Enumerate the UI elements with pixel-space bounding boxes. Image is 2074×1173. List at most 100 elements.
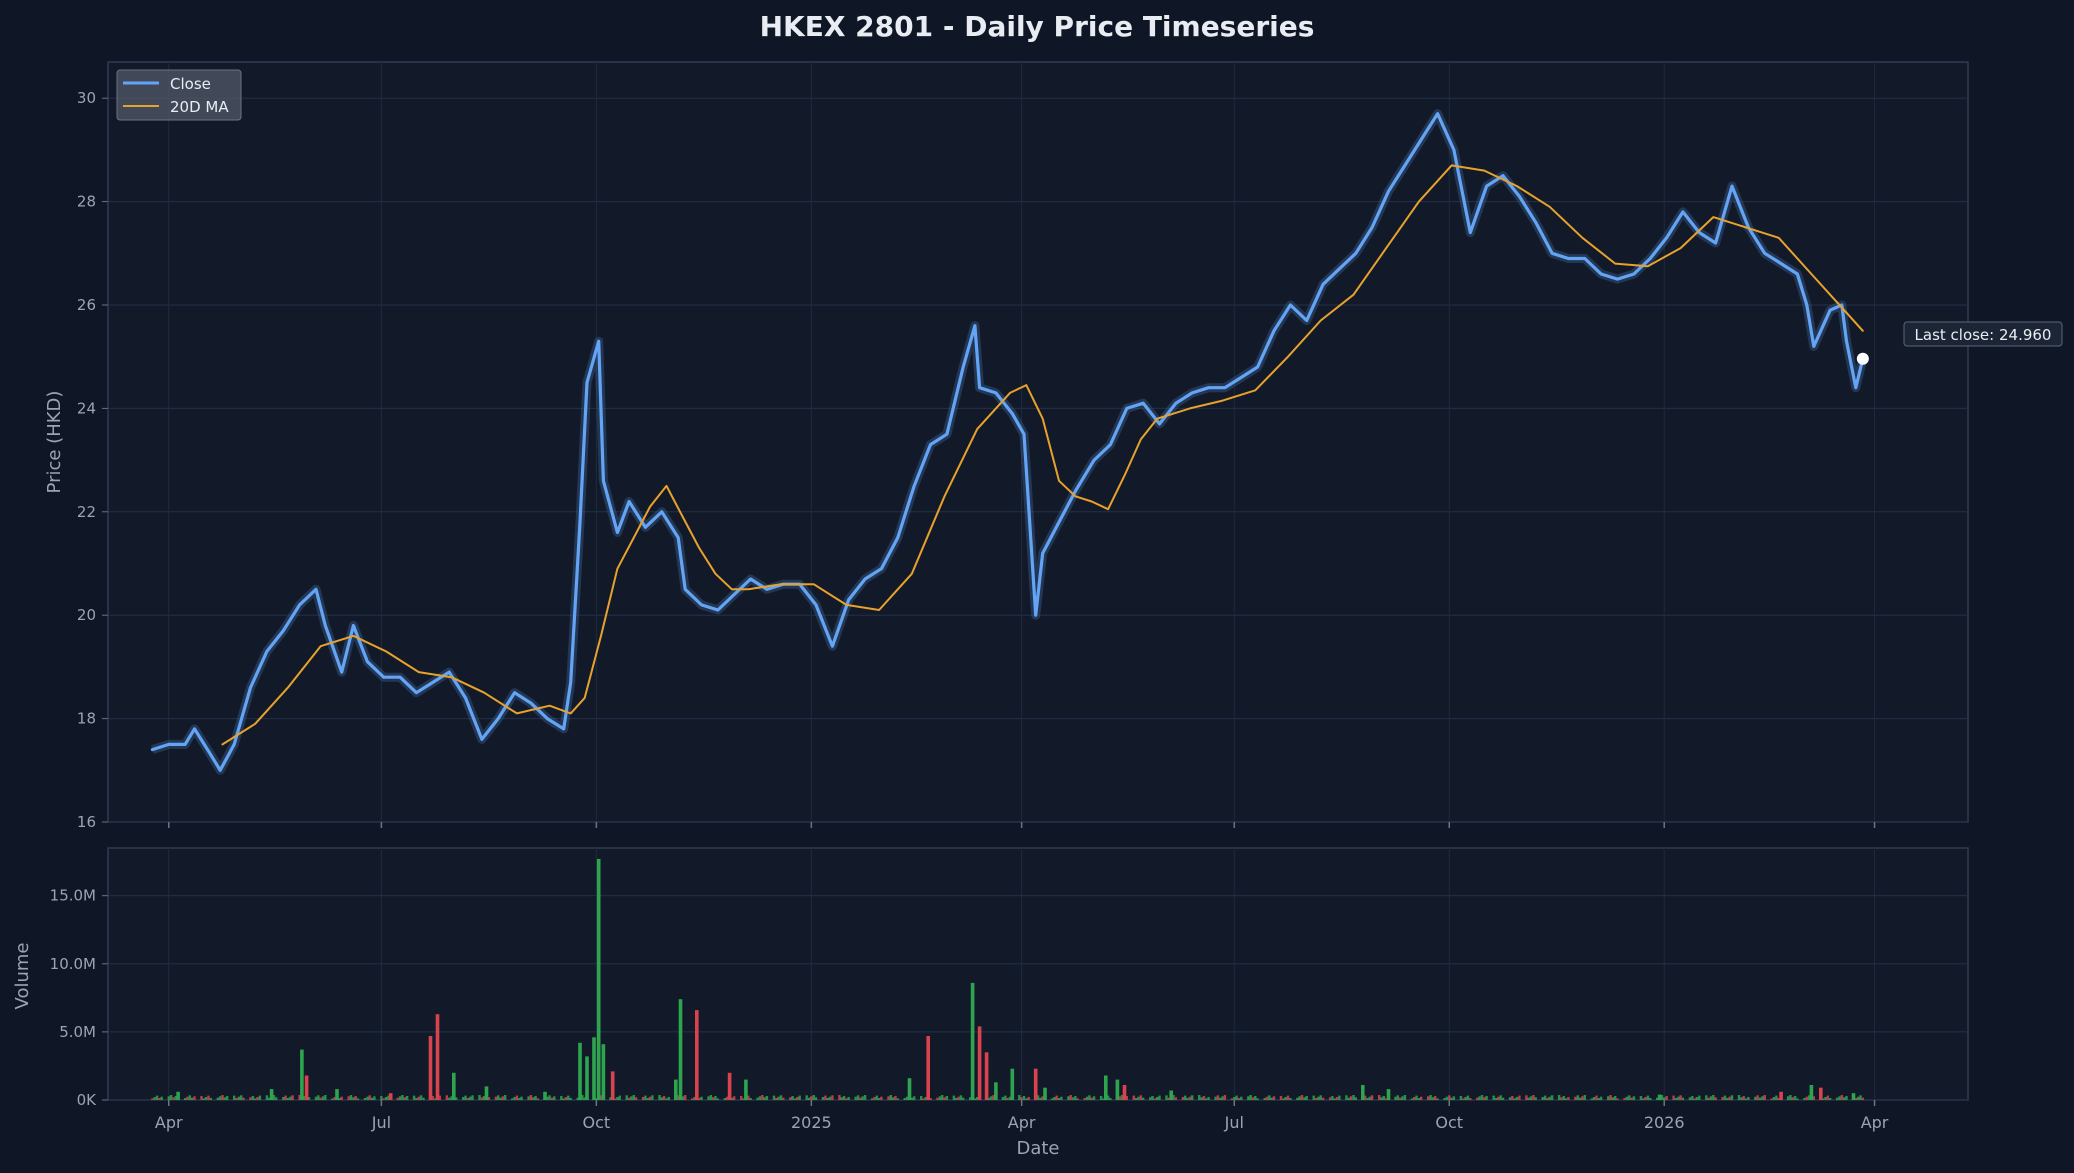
volume-bar bbox=[487, 1097, 491, 1100]
volume-bar bbox=[943, 1097, 946, 1100]
volume-bar bbox=[373, 1096, 376, 1100]
volume-bar bbox=[307, 1097, 311, 1100]
price-series-group bbox=[150, 109, 1869, 775]
volume-bar bbox=[984, 1052, 989, 1100]
volume-bar bbox=[1272, 1096, 1276, 1100]
volume-bar bbox=[340, 1096, 343, 1100]
volume-bar bbox=[1118, 1096, 1121, 1100]
volume-bar bbox=[962, 1097, 965, 1100]
volume-x-ticks: Apr Jul Oct 2025 Apr Jul Oct 2026 Apr bbox=[155, 1100, 1889, 1132]
volume-bar bbox=[1347, 1097, 1350, 1100]
volume-bar bbox=[1240, 1096, 1243, 1100]
volume-bar bbox=[599, 1095, 603, 1100]
volume-bar bbox=[749, 1098, 752, 1100]
volume-bar bbox=[1609, 1095, 1612, 1100]
volume-bar bbox=[256, 1097, 259, 1100]
volume-bar bbox=[1235, 1095, 1238, 1100]
volume-bar bbox=[200, 1096, 203, 1100]
volume-bar bbox=[1464, 1097, 1467, 1100]
volume-bar bbox=[1420, 1096, 1423, 1100]
volume-bar bbox=[289, 1096, 292, 1100]
last-close-marker bbox=[1856, 352, 1869, 365]
volume-bar bbox=[1480, 1095, 1484, 1100]
volume-bar bbox=[660, 1097, 663, 1100]
volume-y-tick-label: 15.0M bbox=[50, 887, 96, 905]
volume-bar bbox=[1758, 1097, 1762, 1100]
volume-bar bbox=[1674, 1098, 1678, 1100]
volume-bar bbox=[824, 1095, 827, 1100]
volume-bar bbox=[1345, 1095, 1348, 1100]
volume-bar bbox=[1137, 1096, 1140, 1100]
volume-bar bbox=[894, 1096, 897, 1100]
price-y-tick-label: 18 bbox=[77, 710, 96, 728]
volume-bar bbox=[1305, 1096, 1308, 1100]
volume-bar bbox=[469, 1096, 472, 1100]
volume-bar bbox=[1263, 1098, 1266, 1100]
volume-bar bbox=[532, 1097, 535, 1100]
volume-bar bbox=[723, 1098, 727, 1100]
volume-bar bbox=[1115, 1079, 1120, 1100]
volume-bar bbox=[1812, 1096, 1815, 1100]
volume-bar bbox=[1413, 1097, 1416, 1100]
volume-bar bbox=[630, 1096, 633, 1100]
volume-bar bbox=[714, 1096, 717, 1100]
volume-bar bbox=[772, 1095, 776, 1100]
volume-bar bbox=[581, 1095, 584, 1100]
volume-bar bbox=[952, 1095, 956, 1100]
volume-bar bbox=[1303, 1097, 1306, 1100]
volume-bar bbox=[1427, 1096, 1430, 1100]
volume-bar bbox=[412, 1095, 416, 1100]
volume-bar bbox=[1677, 1096, 1680, 1100]
volume-bar bbox=[237, 1096, 241, 1100]
volume-bar bbox=[1761, 1096, 1764, 1100]
volume-bar bbox=[977, 1026, 982, 1100]
volume-bar bbox=[1312, 1095, 1315, 1100]
volume-bar bbox=[609, 1097, 612, 1100]
volume-bar bbox=[747, 1095, 750, 1100]
volume-bar bbox=[1499, 1095, 1502, 1100]
volume-bar bbox=[331, 1098, 334, 1100]
volume-bar bbox=[403, 1097, 406, 1100]
volume-bar bbox=[1314, 1098, 1318, 1100]
volume-bar bbox=[1122, 1085, 1127, 1100]
x-axis-label: Date bbox=[1016, 1138, 1059, 1159]
volume-bar bbox=[452, 1072, 456, 1100]
volume-bar bbox=[994, 1082, 998, 1100]
volume-bar bbox=[513, 1097, 516, 1100]
volume-bar bbox=[973, 1098, 977, 1100]
volume-bar bbox=[1385, 1098, 1388, 1100]
volume-bar bbox=[176, 1091, 180, 1100]
volume-bar bbox=[1779, 1091, 1783, 1100]
volume-bar bbox=[1511, 1096, 1514, 1100]
volume-bar bbox=[1679, 1095, 1682, 1100]
volume-bar bbox=[763, 1097, 766, 1100]
volume-bar bbox=[807, 1097, 811, 1100]
price-y-tick-label: 26 bbox=[77, 296, 96, 314]
volume-bar bbox=[1050, 1098, 1054, 1100]
volume-bar bbox=[1106, 1095, 1110, 1100]
volume-bar bbox=[765, 1096, 769, 1100]
volume-bar bbox=[709, 1095, 713, 1100]
volume-bar bbox=[896, 1098, 899, 1100]
volume-bar bbox=[990, 1096, 993, 1100]
volume-bar bbox=[1525, 1095, 1528, 1100]
volume-bar bbox=[1120, 1095, 1124, 1100]
volume-bar bbox=[810, 1096, 813, 1100]
volume-bar bbox=[462, 1097, 465, 1100]
volume-bar bbox=[1181, 1097, 1185, 1100]
volume-bar bbox=[240, 1095, 243, 1100]
volume-bar bbox=[1001, 1097, 1005, 1100]
volume-bar bbox=[1039, 1097, 1042, 1100]
volume-bar bbox=[1186, 1098, 1189, 1100]
volume-bar bbox=[1712, 1095, 1715, 1100]
volume-bar bbox=[791, 1096, 794, 1100]
volume-bar bbox=[172, 1097, 175, 1100]
volume-bar bbox=[1518, 1095, 1521, 1100]
volume-bar bbox=[1090, 1097, 1093, 1100]
volume-bar bbox=[1010, 1068, 1015, 1100]
volume-bar bbox=[282, 1097, 285, 1100]
volume-bar bbox=[543, 1091, 547, 1100]
volume-bar bbox=[1085, 1096, 1089, 1100]
volume-bar bbox=[1707, 1097, 1710, 1100]
volume-bar bbox=[889, 1095, 892, 1100]
